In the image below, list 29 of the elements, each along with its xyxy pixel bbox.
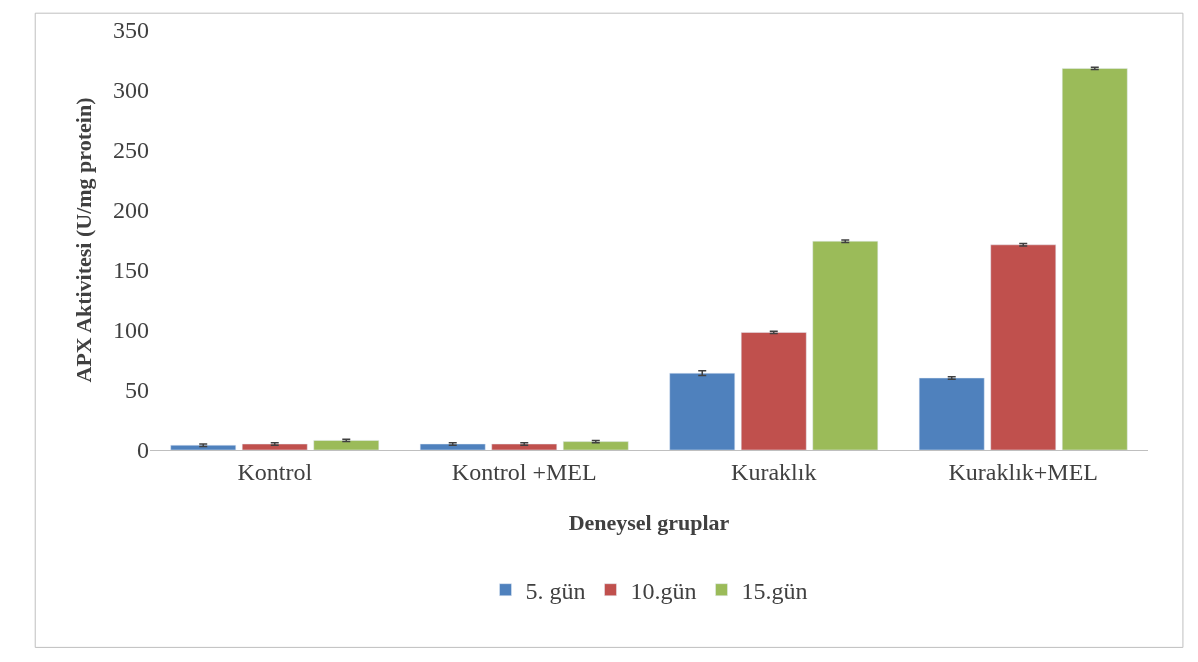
y-tick-label: 150	[113, 257, 149, 284]
bar	[562, 441, 629, 450]
x-tick-label: Kontrol	[237, 458, 313, 485]
bar	[1061, 68, 1128, 450]
y-tick-label: 350	[113, 17, 149, 44]
y-tick-label: 100	[113, 317, 149, 344]
bar	[491, 443, 558, 450]
legend-label: 5. gün	[525, 578, 586, 605]
y-tick-label: 0	[137, 437, 149, 464]
legend-label: 10.gün	[630, 578, 697, 605]
x-tick-label: Kuraklık	[731, 458, 817, 485]
y-tick-label: 200	[113, 197, 149, 224]
x-tick-label: Kuraklık+MEL	[948, 458, 1099, 485]
legend-label: 15.gün	[741, 578, 808, 605]
x-tick-label: Kontrol +MEL	[451, 458, 597, 485]
y-tick-label: 250	[113, 137, 149, 164]
bar	[990, 244, 1057, 450]
bar	[669, 372, 736, 450]
bar	[918, 377, 985, 450]
bar	[170, 444, 237, 450]
bar	[740, 332, 807, 450]
x-axis-title: Deneysel gruplar	[568, 509, 730, 535]
y-tick-label: 50	[125, 377, 149, 404]
bar	[241, 443, 308, 450]
bar	[313, 440, 380, 450]
bar	[419, 443, 486, 450]
bar	[812, 240, 879, 450]
y-tick-label: 300	[113, 77, 149, 104]
y-axis-title: APX Aktivitesi (U/mg protein)	[70, 97, 96, 383]
